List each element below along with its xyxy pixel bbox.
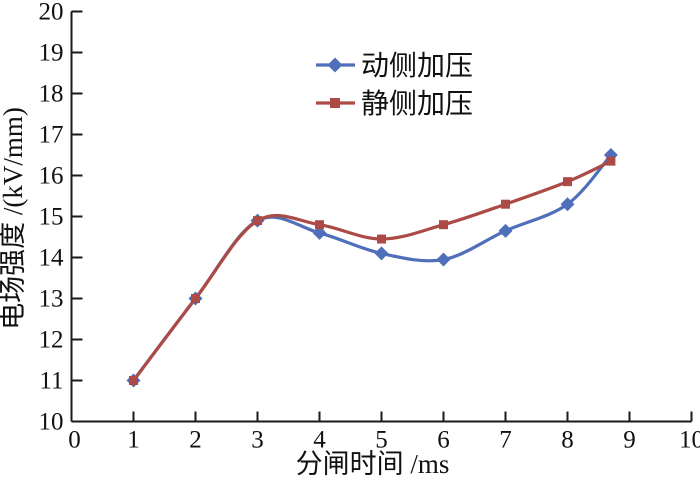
y-tick-label: 20 xyxy=(39,0,64,26)
y-axis-title: 电场强度 /(kV/mm) xyxy=(0,107,28,330)
y-tick-label: 16 xyxy=(39,163,64,190)
x-tick-label: 8 xyxy=(561,427,574,454)
x-tick-label: 5 xyxy=(375,427,388,454)
diamond-marker xyxy=(374,246,389,261)
legend-label-0: 动侧加压 xyxy=(361,50,473,82)
diamond-marker xyxy=(560,197,575,212)
square-marker xyxy=(439,220,448,230)
y-tick-label: 10 xyxy=(39,409,64,436)
x-tick-label: 1 xyxy=(127,427,140,454)
square-marker xyxy=(606,156,616,166)
legend-label-1: 静侧加压 xyxy=(361,88,473,120)
x-tick-label: 3 xyxy=(251,427,264,454)
square-marker xyxy=(377,234,386,244)
series-1-line xyxy=(131,159,613,383)
square-marker-legend xyxy=(330,98,340,108)
diamond-marker xyxy=(436,252,451,267)
square-marker xyxy=(315,220,324,230)
series-0-line xyxy=(131,153,613,383)
x-tick-label: 4 xyxy=(313,427,326,454)
legend-item-0: 动侧加压 xyxy=(316,50,473,82)
x-tick-label: 7 xyxy=(499,427,512,454)
y-tick-label: 19 xyxy=(39,40,64,67)
x-tick-label: 2 xyxy=(189,427,202,454)
x-tick-label: 6 xyxy=(437,427,450,454)
diamond-marker-legend xyxy=(327,57,343,73)
y-tick-label: 17 xyxy=(39,122,64,149)
y-tick-label: 14 xyxy=(39,245,65,272)
square-marker xyxy=(191,294,200,303)
y-tick-label: 15 xyxy=(39,204,64,231)
diamond-marker xyxy=(312,225,327,240)
square-marker xyxy=(253,216,262,226)
y-tick-label: 13 xyxy=(39,286,64,313)
x-axis-title: 分闸时间 /ms xyxy=(296,449,450,479)
x-tick-label: 9 xyxy=(623,427,636,454)
square-marker xyxy=(129,376,138,385)
x-tick-label: 10 xyxy=(679,427,700,454)
diamond-marker xyxy=(498,223,513,238)
square-marker xyxy=(501,199,510,209)
y-tick-label: 12 xyxy=(39,327,64,354)
x-tick-label: 0 xyxy=(68,427,81,454)
y-tick-label: 11 xyxy=(39,368,63,395)
series-0-group xyxy=(126,148,618,388)
series-1-group xyxy=(129,156,616,385)
y-tick-label: 18 xyxy=(39,81,64,108)
square-marker xyxy=(563,177,572,187)
legend-item-1: 静侧加压 xyxy=(316,88,473,120)
